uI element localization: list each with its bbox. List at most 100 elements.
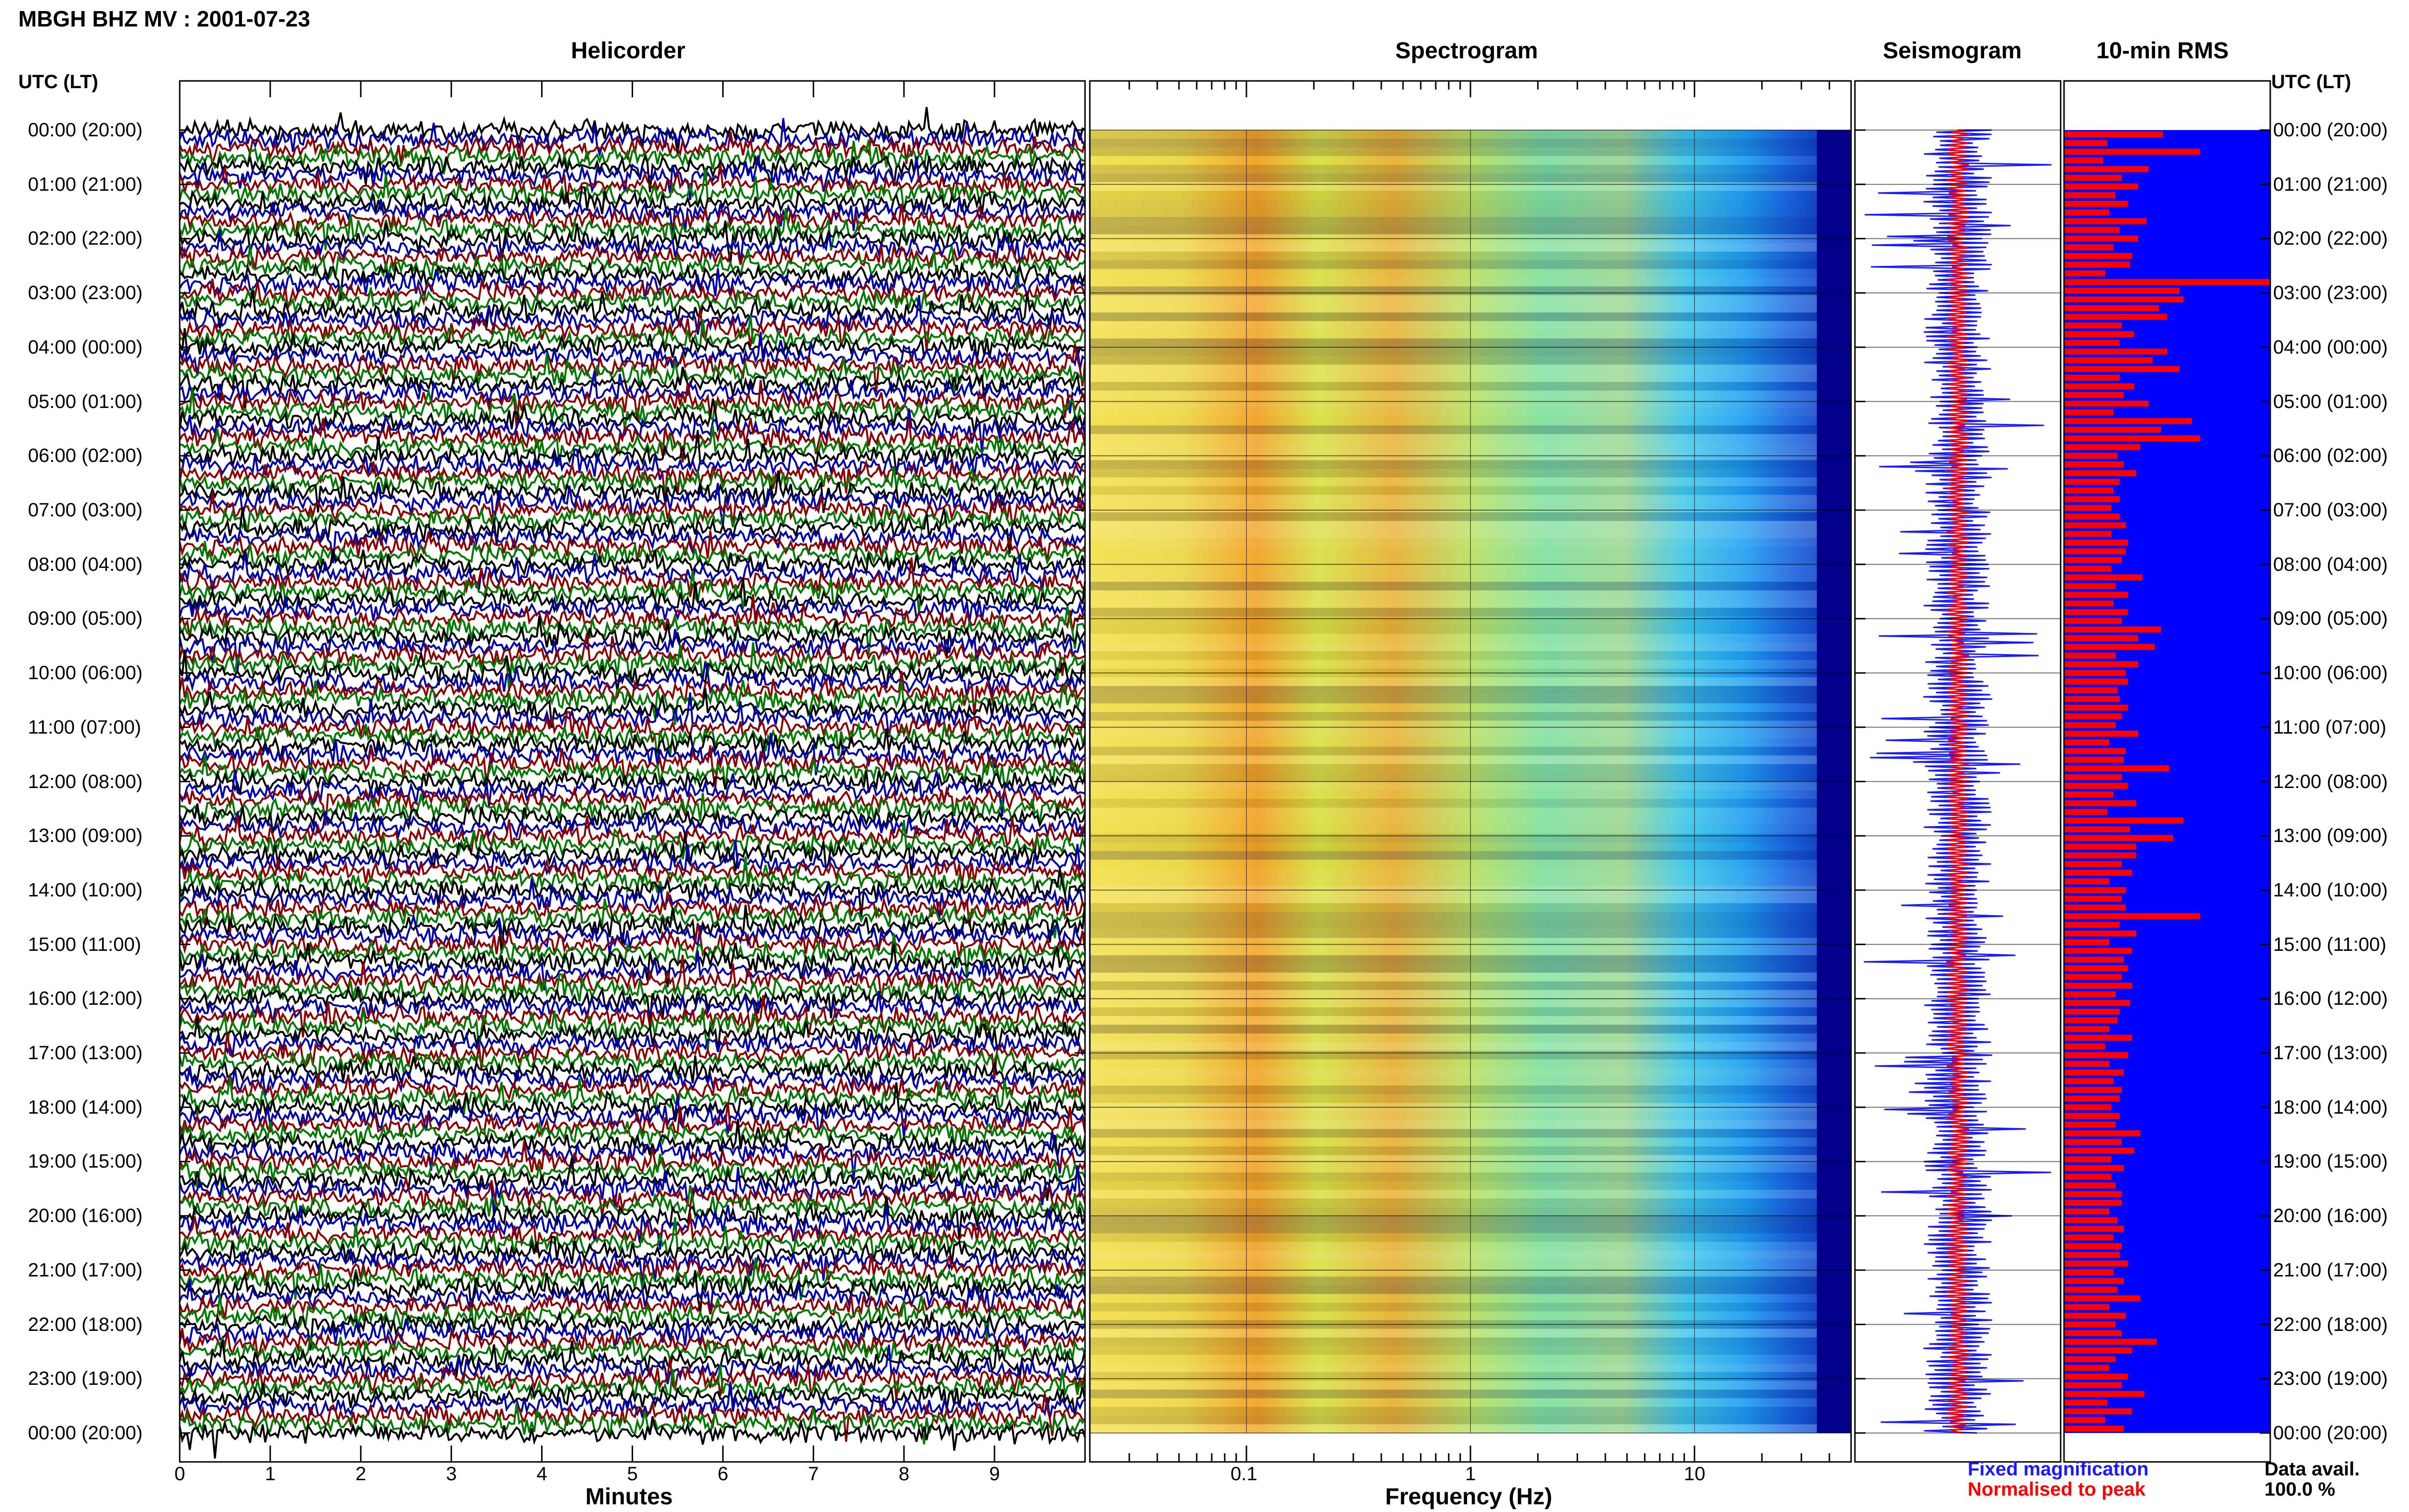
- rms-bar: [2064, 895, 2122, 902]
- helicorder-trace: [179, 1077, 1086, 1117]
- helicorder-trace: [179, 367, 1085, 409]
- helicorder-trace: [179, 649, 1086, 692]
- rms-bar: [2064, 1347, 2132, 1354]
- helicorder-trace: [179, 1131, 1086, 1180]
- rms-bar: [2064, 1061, 2110, 1067]
- helicorder-trace: [179, 793, 1086, 825]
- right-time-label: 04:00 (00:00): [2273, 336, 2388, 358]
- helicorder-trace: [179, 353, 1086, 395]
- rms-bar: [2064, 539, 2128, 546]
- helicorder-trace: [179, 107, 1085, 155]
- helicorder-trace: [179, 577, 1086, 614]
- helicorder-trace: [179, 1336, 1086, 1364]
- helicorder-trace: [179, 594, 1086, 639]
- rms-bar: [2064, 626, 2161, 633]
- left-time-label: 16:00 (12:00): [28, 988, 143, 1010]
- helicorder-trace: [179, 278, 1086, 309]
- rms-bar: [2064, 809, 2107, 815]
- helicorder-trace: [179, 308, 1086, 351]
- rms-bar: [2064, 383, 2134, 390]
- rms-bar: [2064, 548, 2126, 554]
- rms-bar: [2064, 1339, 2157, 1345]
- helicorder-trace: [179, 1403, 1086, 1445]
- spectrogram-image: [1089, 81, 1852, 1462]
- rms-bar: [2064, 904, 2126, 911]
- left-time-label: 18:00 (14:00): [28, 1096, 143, 1118]
- spectrogram-title: Spectrogram: [1395, 38, 1538, 64]
- helicorder-trace: [179, 1157, 1086, 1201]
- helicorder-trace: [179, 220, 1086, 264]
- seismogram-title: Seismogram: [1883, 38, 2022, 64]
- helicorder-trace: [179, 1141, 1086, 1182]
- right-time-label: 00:00 (20:00): [2273, 1422, 2388, 1444]
- rms-bar: [2064, 1417, 2105, 1423]
- helicorder-trace: [179, 343, 1086, 393]
- helicorder-trace: [179, 924, 1086, 959]
- rms-bar: [2064, 236, 2139, 242]
- legend-fixed-magnification: Fixed magnification: [1968, 1459, 2149, 1480]
- helicorder-trace: [179, 942, 1086, 987]
- rms-bar: [2064, 557, 2122, 563]
- rms-bar: [2064, 1208, 2110, 1215]
- helicorder-trace: [179, 131, 1086, 165]
- helicorder-trace: [179, 448, 1085, 481]
- helicorder-trace: [179, 466, 1086, 499]
- helicorder-trace: [179, 1279, 1086, 1315]
- left-time-label: 09:00 (05:00): [28, 608, 143, 630]
- rms-bar: [2064, 783, 2128, 789]
- rms-bar: [2064, 765, 2170, 772]
- rms-bar: [2064, 1078, 2114, 1084]
- rms-bar: [2064, 843, 2136, 850]
- helicorder-trace: [179, 815, 1086, 854]
- helicorder-trace: [179, 470, 1086, 513]
- minute-tick-label: 5: [627, 1463, 638, 1485]
- rms-bar: [2064, 340, 2120, 346]
- helicorder-trace: [179, 540, 1086, 571]
- rms-bar: [2064, 1243, 2122, 1249]
- helicorder-trace: [179, 950, 1086, 991]
- helicorder-trace: [179, 331, 1086, 376]
- rms-bar: [2064, 991, 2116, 998]
- helicorder-trace: [179, 1205, 1086, 1250]
- rms-bar: [2064, 687, 2118, 694]
- rms-bar: [2064, 1365, 2110, 1371]
- rms-bar: [2064, 1095, 2120, 1102]
- rms-bar: [2064, 1139, 2122, 1145]
- helicorder-trace: [179, 891, 1086, 934]
- helicorder-trace: [179, 710, 1086, 744]
- right-time-label: 14:00 (10:00): [2273, 879, 2388, 901]
- rms-bar: [2064, 461, 2124, 468]
- rms-bar: [2064, 227, 2120, 233]
- rms-bars: [2064, 130, 2270, 1433]
- right-time-label: 15:00 (11:00): [2273, 933, 2386, 955]
- rms-bar: [2064, 140, 2107, 146]
- left-time-label: 23:00 (19:00): [28, 1368, 143, 1390]
- rms-bar: [2064, 322, 2122, 329]
- helicorder-trace: [179, 167, 1085, 216]
- rms-bar: [2064, 869, 2132, 876]
- minutes-axis-title: Minutes: [585, 1484, 673, 1510]
- right-time-label: 16:00 (12:00): [2273, 988, 2388, 1010]
- rms-bar: [2064, 1269, 2114, 1275]
- helicorder-trace: [179, 1065, 1086, 1096]
- helicorder-trace: [179, 1165, 1085, 1216]
- left-time-label: 17:00 (13:00): [28, 1042, 143, 1064]
- rms-bar: [2064, 157, 2104, 164]
- rms-bar: [2064, 487, 2114, 494]
- helicorder-trace: [179, 1235, 1086, 1269]
- helicorder-trace: [179, 315, 1086, 351]
- rms-bar: [2064, 652, 2116, 659]
- rms-bar: [2064, 426, 2161, 433]
- rms-bar: [2064, 357, 2153, 364]
- data-availability-value: 100.0 %: [2264, 1479, 2335, 1500]
- left-time-label: 14:00 (10:00): [28, 879, 143, 901]
- helicorder-trace: [179, 769, 1086, 796]
- rms-bar: [2064, 1121, 2116, 1128]
- helicorder-trace: [179, 903, 1086, 954]
- rms-title: 10-min RMS: [2096, 38, 2229, 64]
- rms-bar: [2064, 331, 2134, 338]
- rms-bar: [2064, 1104, 2112, 1110]
- left-time-label: 07:00 (03:00): [28, 499, 143, 521]
- helicorder-trace: [179, 387, 1086, 430]
